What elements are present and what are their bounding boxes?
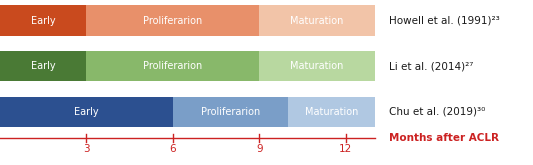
- FancyBboxPatch shape: [0, 5, 86, 36]
- Text: 6: 6: [169, 144, 176, 154]
- Text: Months after ACLR: Months after ACLR: [389, 133, 499, 143]
- Text: Maturation: Maturation: [290, 16, 344, 26]
- Text: Early: Early: [31, 61, 55, 71]
- Text: 12: 12: [339, 144, 352, 154]
- FancyBboxPatch shape: [86, 5, 259, 36]
- FancyBboxPatch shape: [173, 97, 288, 127]
- Text: Chu et al. (2019)³⁰: Chu et al. (2019)³⁰: [389, 107, 486, 117]
- Text: Howell et al. (1991)²³: Howell et al. (1991)²³: [389, 16, 500, 26]
- Text: Li et al. (2014)²⁷: Li et al. (2014)²⁷: [389, 61, 473, 71]
- Text: Proliferarion: Proliferarion: [201, 107, 260, 117]
- FancyBboxPatch shape: [0, 97, 173, 127]
- FancyBboxPatch shape: [86, 51, 259, 81]
- Text: Maturation: Maturation: [290, 61, 344, 71]
- Text: Proliferarion: Proliferarion: [143, 61, 203, 71]
- Text: 3: 3: [83, 144, 90, 154]
- Text: Early: Early: [74, 107, 99, 117]
- FancyBboxPatch shape: [259, 5, 375, 36]
- FancyBboxPatch shape: [288, 97, 375, 127]
- Text: Maturation: Maturation: [305, 107, 358, 117]
- Text: Early: Early: [31, 16, 55, 26]
- FancyBboxPatch shape: [0, 51, 86, 81]
- FancyBboxPatch shape: [259, 51, 375, 81]
- Text: 9: 9: [256, 144, 263, 154]
- Text: Proliferarion: Proliferarion: [143, 16, 203, 26]
